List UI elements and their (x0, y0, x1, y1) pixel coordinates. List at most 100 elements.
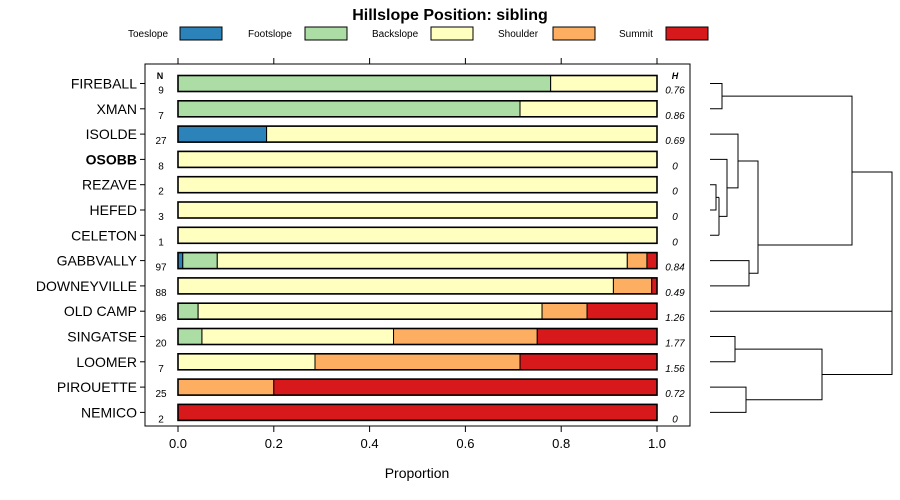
bar-outline-downeyville (177, 277, 658, 295)
h-label-celeton: 0 (672, 237, 678, 248)
dendrogram-branch-5 (710, 260, 750, 287)
n-label-nemico: 2 (158, 414, 164, 425)
x-tick-label-0: 0.0 (169, 436, 187, 451)
h-label-gabbvally: 0.84 (665, 263, 685, 274)
bar-singatse-shoulder (393, 328, 538, 345)
h-label-osobb: 0 (672, 161, 678, 172)
bar-pirouette-shoulder (177, 378, 275, 396)
bar-loomer-shoulder (314, 353, 521, 371)
bar-isolde-backslope (266, 125, 658, 143)
legend: Toeslope Footslope Backslope Shoulder Summit (128, 26, 709, 41)
n-label-celeton: 1 (158, 237, 164, 248)
category-label-singatse: SINGATSE (67, 329, 137, 345)
bars (177, 74, 658, 422)
x-axis-label: Proportion (385, 465, 450, 481)
category-label-osobb: OSOBB (86, 151, 137, 167)
bar-isolde-toeslope (177, 125, 268, 143)
bar-outline-loomer (177, 352, 658, 371)
category-label-fireball: FIREBALL (71, 76, 137, 92)
h-label-xman: 0.86 (665, 111, 685, 122)
n-label-downeyville: 88 (155, 288, 167, 299)
n-column-header: N (157, 71, 164, 81)
h-label-singatse: 1.77 (665, 339, 685, 350)
h-label-loomer: 1.56 (665, 364, 685, 375)
legend-label-shoulder: Shoulder (498, 29, 539, 40)
h-label-nemico: 0 (672, 414, 678, 425)
bar-outline-singatse (177, 327, 658, 346)
bar-old-camp-backslope (197, 302, 543, 320)
bar-loomer-backslope (177, 353, 316, 371)
category-label-isolde: ISOLDE (86, 126, 137, 142)
bar-singatse-backslope (201, 328, 395, 345)
bar-outline-osobb (177, 150, 658, 169)
dendrogram-branch-11 (710, 310, 893, 375)
bar-xman-backslope (519, 100, 658, 118)
h-labels: 0.76 0.86 0.69 0 0 0 0 0.84 0.49 1.26 1.77 1.56 0.72… (665, 86, 685, 426)
bar-gabbvally-summit (646, 252, 658, 270)
bar-downeyville-shoulder (612, 277, 653, 295)
bar-fireball-footslope (177, 75, 552, 92)
category-label-gabbvally: GABBVALLY (57, 253, 138, 269)
category-label-rezave: REZAVE (82, 177, 137, 193)
bar-pirouette-summit (273, 378, 658, 396)
bar-nemico-summit (177, 403, 658, 421)
x-tick-label-3: 0.6 (456, 436, 474, 451)
category-label-nemico: NEMICO (81, 404, 137, 420)
dendrogram-branch-9 (710, 386, 747, 413)
bar-outline-celeton (177, 226, 658, 245)
n-label-rezave: 2 (158, 187, 164, 198)
h-label-old-camp: 1.26 (665, 313, 685, 324)
n-label-osobb: 8 (158, 161, 164, 172)
h-label-rezave: 0 (672, 187, 678, 198)
n-label-gabbvally: 97 (155, 263, 167, 274)
dendrogram-branch-10 (735, 348, 823, 401)
legend-swatch-toeslope (179, 26, 223, 41)
n-label-singatse: 20 (155, 339, 167, 350)
category-labels: FIREBALL XMAN ISOLDE OSOBB REZAVE HEFED CELETO… (36, 76, 145, 420)
dendrogram-branch-8 (710, 336, 736, 363)
dendrogram-branch-6 (738, 160, 759, 274)
dendrogram-branch-1 (710, 184, 717, 211)
category-label-downeyville: DOWNEYVILLE (36, 278, 137, 294)
category-label-celeton: CELETON (71, 227, 137, 243)
h-label-hefed: 0 (672, 212, 678, 223)
bar-fireball-backslope (550, 75, 658, 92)
bar-singatse-footslope (177, 328, 203, 345)
category-label-hefed: HEFED (90, 202, 137, 218)
bar-xman-footslope (177, 100, 521, 118)
h-label-isolde: 0.69 (665, 136, 685, 147)
bar-celeton-backslope (177, 226, 658, 244)
bar-gabbvally-footslope (182, 252, 218, 270)
legend-swatch-footslope (304, 26, 348, 41)
bar-singatse-summit (536, 328, 658, 345)
category-label-pirouette: PIROUETTE (57, 379, 137, 395)
legend-swatch-summit (665, 26, 709, 41)
n-label-pirouette: 25 (155, 389, 167, 400)
x-tick-label-1: 0.2 (265, 436, 283, 451)
legend-label-toeslope: Toeslope (128, 29, 168, 40)
category-label-old-camp: OLD CAMP (64, 303, 137, 319)
bar-downeyville-backslope (177, 277, 614, 295)
category-label-xman: XMAN (97, 101, 137, 117)
h-label-downeyville: 0.49 (665, 288, 685, 299)
bar-outline-nemico (177, 403, 658, 422)
x-axis: 0.0 0.2 0.4 0.6 0.8 1.0 (169, 58, 666, 451)
bar-hefed-backslope (177, 201, 658, 219)
category-label-loomer: LOOMER (76, 354, 137, 370)
x-tick-label-2: 0.4 (361, 436, 379, 451)
bar-osobb-backslope (177, 150, 658, 168)
dendrogram (710, 83, 893, 413)
legend-label-summit: Summit (619, 29, 653, 40)
n-label-isolde: 27 (155, 136, 167, 147)
bar-outline-xman (177, 100, 658, 118)
bar-old-camp-summit (586, 302, 658, 320)
dendrogram-branch-4 (710, 133, 739, 189)
n-label-old-camp: 96 (155, 313, 167, 324)
bar-outline-pirouette (177, 378, 658, 396)
chart-title: Hillslope Position: sibling (352, 7, 548, 24)
plot-panel (144, 63, 691, 427)
h-label-fireball: 0.76 (665, 86, 685, 97)
legend-label-footslope: Footslope (248, 29, 292, 40)
bar-old-camp-footslope (177, 302, 199, 320)
